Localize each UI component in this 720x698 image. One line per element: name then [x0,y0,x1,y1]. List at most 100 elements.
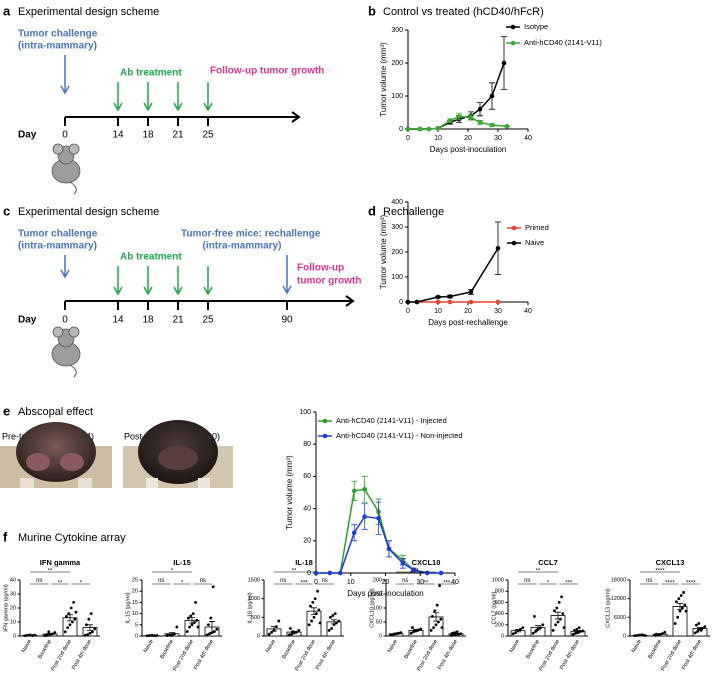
data-point [533,615,536,618]
y-tick-label: 12000 [611,596,626,602]
y-tick-label: 800 [495,589,504,595]
data-point [399,631,403,635]
y-tick-label: 80 [303,441,311,448]
panel-letter: d [368,203,376,218]
data-point [88,631,92,635]
y-tick-label: 300 [391,224,403,231]
arrow [60,255,70,279]
x-tick-label: 0 [406,135,410,142]
category-label: Naive [21,639,33,654]
data-point [188,625,192,629]
mouse-tail [69,181,77,195]
series-line [408,247,499,303]
error-bar [47,633,53,635]
data-point [208,632,212,636]
scheme-c: c Experimental design scheme Tumor chall… [3,203,361,325]
significance-label: * [547,581,550,587]
panel-f: f Murine Cytokine array [3,529,126,544]
panel-title: Control vs treated (hCD40/hFcR) [383,6,544,18]
data-point [468,299,474,305]
mouse-icon [51,326,81,378]
x-axis-label: Days post-inoculation [430,145,506,154]
y-tick-label: 5 [135,622,138,628]
panel-letter: e [3,403,10,418]
category-label: Post 2nd dose [172,639,195,672]
x-axis-label: Days post-rechallenge [428,318,508,327]
error-bar [67,614,73,622]
panel-letter: a [3,3,11,18]
data-point [185,630,189,633]
data-point [577,626,581,629]
data-point [682,591,685,594]
data-point [362,486,367,492]
y-tick-label: 600 [495,600,504,606]
day-label: Day [18,315,37,326]
data-point [167,633,170,637]
day-label: Day [18,130,37,141]
x-tick-label: 0 [314,579,318,586]
data-point [449,634,453,637]
significance-label: * [181,581,184,587]
y-tick-label: 0 [501,633,504,639]
significance-label: ** [414,569,419,575]
y-tick-label: 10 [10,619,16,625]
panel-title: Experimental design scheme [18,206,159,218]
data-point [89,612,93,615]
data-point [495,245,501,251]
data-point [405,126,411,132]
significance-label: *** [300,581,308,587]
data-point [677,597,681,601]
data-point [432,626,435,629]
category-label: Naive [509,639,521,654]
data-point [333,612,337,615]
legend-marker [510,40,516,46]
data-point [173,632,176,636]
y-tick-label: 0 [379,633,382,639]
data-point [33,633,37,637]
arrow [282,255,292,295]
data-point [573,629,576,632]
chart-title: CXCL13 [656,558,685,567]
chart-title: IFN gamma [40,558,81,567]
day-number: 90 [281,315,293,326]
data-point [405,299,411,305]
y-axis-label: CXCL10 (pg/ml) [369,588,375,628]
data-point [317,608,321,612]
data-point [561,612,565,615]
treatment-label: Ab treatment [120,252,182,263]
data-point [205,633,209,637]
error-bar [87,624,93,631]
error-bar [209,621,215,634]
data-point [554,623,557,627]
data-point [411,567,416,573]
day-number: 21 [172,130,184,141]
panel-letter: b [368,3,376,18]
data-point [327,629,331,632]
treatment-arrows [113,266,213,296]
data-point [553,609,556,613]
category-label: Post 4th dose [315,639,337,671]
data-point [693,631,697,635]
y-tick-label: 20 [10,605,16,611]
error-bar [393,632,399,635]
y-tick-label: 100 [299,409,311,416]
x-tick-label: 40 [451,579,459,586]
follow-up-label: tumor growth [297,276,361,287]
data-point [389,633,393,637]
legend-label: Anti-hCD40 (2141-V11) - Injected [336,416,447,425]
y-tick-label: 200 [391,60,403,67]
x-tick-label: 30 [416,579,424,586]
y-tick-label: 15 [132,600,138,606]
legend-marker [322,418,328,424]
data-point [400,561,406,566]
error-bar [331,619,337,625]
category-label: Post 2nd dose [50,639,73,672]
data-point [447,294,453,299]
data-point [376,515,381,521]
y-tick-label: 100 [391,93,403,100]
data-point [562,626,566,629]
significance-label: ns [524,578,530,584]
panel-title: Rechallenge [383,206,444,218]
category-label: Baseline [281,639,297,660]
treatment-label: Ab treatment [120,68,182,79]
